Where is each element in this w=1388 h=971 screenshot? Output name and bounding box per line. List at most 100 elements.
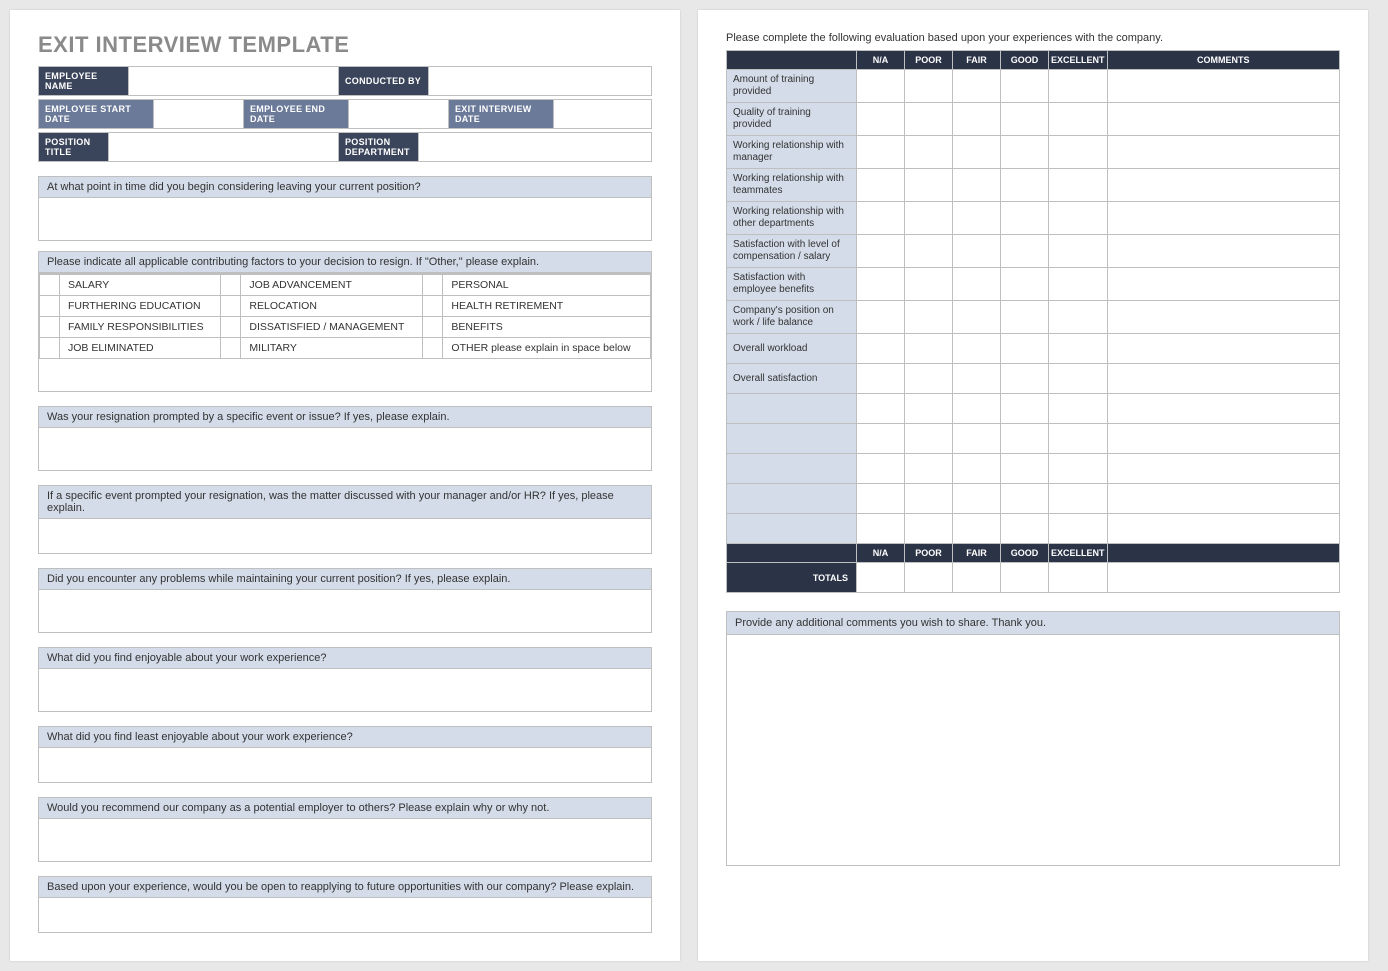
- field-start-date[interactable]: [154, 100, 244, 129]
- eval-rating-cell[interactable]: [857, 454, 905, 484]
- eval-rating-cell[interactable]: [857, 235, 905, 268]
- eval-rating-cell[interactable]: [1001, 424, 1049, 454]
- eval-rating-cell[interactable]: [857, 514, 905, 544]
- eval-rating-cell[interactable]: [1001, 169, 1049, 202]
- eval-rating-cell[interactable]: [953, 514, 1001, 544]
- factor-checkbox[interactable]: [221, 275, 241, 296]
- eval-rating-cell[interactable]: [953, 136, 1001, 169]
- eval-rating-cell[interactable]: [1001, 301, 1049, 334]
- eval-rating-cell[interactable]: [905, 103, 953, 136]
- eval-rating-cell[interactable]: [953, 484, 1001, 514]
- eval-rating-cell[interactable]: [953, 202, 1001, 235]
- factor-checkbox[interactable]: [221, 317, 241, 338]
- eval-comment-cell[interactable]: [1107, 235, 1339, 268]
- eval-rating-cell[interactable]: [905, 334, 953, 364]
- eval-rating-cell[interactable]: [1001, 514, 1049, 544]
- question-3-answer[interactable]: [39, 428, 651, 470]
- eval-comment-cell[interactable]: [1107, 301, 1339, 334]
- eval-rating-cell[interactable]: [857, 301, 905, 334]
- eval-rating-cell[interactable]: [953, 268, 1001, 301]
- eval-rating-cell[interactable]: [953, 235, 1001, 268]
- eval-rating-cell[interactable]: [1049, 514, 1108, 544]
- question-6-answer[interactable]: [39, 669, 651, 711]
- eval-rating-cell[interactable]: [1049, 202, 1108, 235]
- eval-rating-cell[interactable]: [953, 334, 1001, 364]
- eval-rating-cell[interactable]: [1001, 454, 1049, 484]
- factor-checkbox[interactable]: [423, 296, 443, 317]
- question-1-answer[interactable]: [39, 198, 651, 240]
- eval-rating-cell[interactable]: [1049, 169, 1108, 202]
- eval-comment-cell[interactable]: [1107, 103, 1339, 136]
- factor-checkbox[interactable]: [40, 338, 60, 359]
- factor-checkbox[interactable]: [40, 296, 60, 317]
- eval-rating-cell[interactable]: [953, 394, 1001, 424]
- eval-rating-cell[interactable]: [905, 424, 953, 454]
- eval-rating-cell[interactable]: [1049, 334, 1108, 364]
- eval-rating-cell[interactable]: [1049, 484, 1108, 514]
- factor-checkbox[interactable]: [221, 296, 241, 317]
- eval-rating-cell[interactable]: [1001, 364, 1049, 394]
- question-9-answer[interactable]: [39, 898, 651, 932]
- factor-checkbox[interactable]: [221, 338, 241, 359]
- factors-other-explain[interactable]: [39, 359, 651, 391]
- eval-rating-cell[interactable]: [1001, 70, 1049, 103]
- eval-rating-cell[interactable]: [905, 301, 953, 334]
- eval-rating-cell[interactable]: [1001, 268, 1049, 301]
- eval-rating-cell[interactable]: [905, 514, 953, 544]
- eval-rating-cell[interactable]: [1049, 103, 1108, 136]
- eval-rating-cell[interactable]: [1049, 424, 1108, 454]
- eval-rating-cell[interactable]: [857, 103, 905, 136]
- eval-rating-cell[interactable]: [905, 268, 953, 301]
- eval-rating-cell[interactable]: [857, 136, 905, 169]
- eval-rating-cell[interactable]: [857, 70, 905, 103]
- eval-rating-cell[interactable]: [953, 364, 1001, 394]
- eval-rating-cell[interactable]: [905, 70, 953, 103]
- eval-rating-cell[interactable]: [953, 70, 1001, 103]
- eval-comment-cell[interactable]: [1107, 70, 1339, 103]
- eval-comment-cell[interactable]: [1107, 364, 1339, 394]
- eval-rating-cell[interactable]: [857, 484, 905, 514]
- field-end-date[interactable]: [349, 100, 449, 129]
- eval-rating-cell[interactable]: [1049, 268, 1108, 301]
- eval-rating-cell[interactable]: [905, 484, 953, 514]
- eval-rating-cell[interactable]: [1001, 103, 1049, 136]
- eval-rating-cell[interactable]: [857, 169, 905, 202]
- factor-checkbox[interactable]: [423, 275, 443, 296]
- field-position-title[interactable]: [109, 133, 339, 162]
- eval-comment-cell[interactable]: [1107, 136, 1339, 169]
- eval-comment-cell[interactable]: [1107, 268, 1339, 301]
- field-position-dept[interactable]: [419, 133, 652, 162]
- eval-rating-cell[interactable]: [857, 364, 905, 394]
- eval-comment-cell[interactable]: [1107, 169, 1339, 202]
- eval-comment-cell[interactable]: [1107, 514, 1339, 544]
- eval-rating-cell[interactable]: [1049, 136, 1108, 169]
- eval-rating-cell[interactable]: [1049, 235, 1108, 268]
- eval-rating-cell[interactable]: [953, 424, 1001, 454]
- question-7-answer[interactable]: [39, 748, 651, 782]
- eval-rating-cell[interactable]: [905, 394, 953, 424]
- eval-rating-cell[interactable]: [1001, 235, 1049, 268]
- eval-rating-cell[interactable]: [905, 136, 953, 169]
- eval-comment-cell[interactable]: [1107, 484, 1339, 514]
- eval-rating-cell[interactable]: [953, 103, 1001, 136]
- question-4-answer[interactable]: [39, 519, 651, 553]
- eval-rating-cell[interactable]: [857, 334, 905, 364]
- factor-checkbox[interactable]: [40, 317, 60, 338]
- eval-comment-cell[interactable]: [1107, 454, 1339, 484]
- eval-comment-cell[interactable]: [1107, 394, 1339, 424]
- eval-rating-cell[interactable]: [905, 235, 953, 268]
- field-employee-name[interactable]: [129, 67, 339, 96]
- eval-rating-cell[interactable]: [953, 301, 1001, 334]
- eval-rating-cell[interactable]: [857, 202, 905, 235]
- eval-rating-cell[interactable]: [1001, 484, 1049, 514]
- eval-rating-cell[interactable]: [1049, 301, 1108, 334]
- eval-rating-cell[interactable]: [1049, 394, 1108, 424]
- eval-rating-cell[interactable]: [857, 424, 905, 454]
- factor-checkbox[interactable]: [423, 317, 443, 338]
- additional-comments-field[interactable]: [727, 635, 1339, 865]
- eval-comment-cell[interactable]: [1107, 334, 1339, 364]
- eval-rating-cell[interactable]: [953, 169, 1001, 202]
- eval-rating-cell[interactable]: [953, 454, 1001, 484]
- eval-rating-cell[interactable]: [1001, 334, 1049, 364]
- eval-rating-cell[interactable]: [905, 202, 953, 235]
